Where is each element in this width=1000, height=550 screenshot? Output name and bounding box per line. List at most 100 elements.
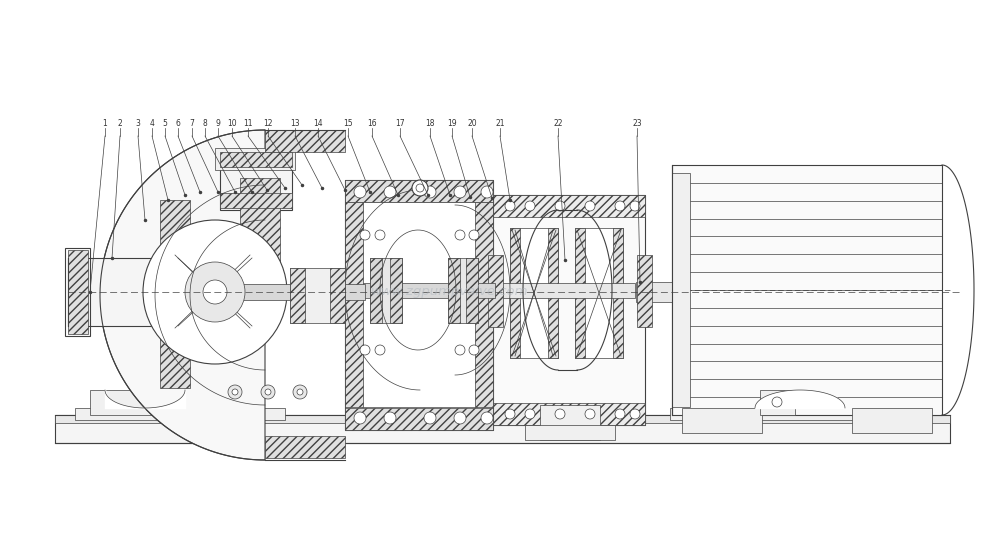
Bar [220,150,292,210]
Bar [490,195,645,425]
Circle shape [416,184,424,192]
Circle shape [454,186,466,198]
Text: 22: 22 [553,119,563,128]
Bar [240,278,280,313]
Circle shape [185,262,245,322]
Bar [475,202,493,407]
Text: 2: 2 [118,119,122,128]
Text: 10: 10 [227,119,237,128]
Circle shape [615,409,625,419]
Bar [450,398,540,415]
Bar [490,195,645,217]
Bar [490,283,635,298]
Bar [488,255,503,327]
Bar [362,202,477,407]
Circle shape [481,186,493,198]
Bar [345,180,493,430]
Circle shape [585,409,595,419]
Bar [466,258,478,323]
Bar [345,408,493,430]
Circle shape [454,412,466,424]
Bar [670,408,930,420]
Polygon shape [100,130,265,460]
Bar [75,408,285,420]
Bar [345,202,363,407]
Text: 19: 19 [447,119,457,128]
Circle shape [424,412,436,424]
Bar [160,200,190,260]
Bar [448,258,478,323]
Circle shape [505,201,515,211]
Bar [852,408,932,433]
Circle shape [384,186,396,198]
Circle shape [505,409,515,419]
Bar [290,268,305,323]
Circle shape [261,385,275,399]
Text: 8: 8 [203,119,207,128]
Bar [215,284,365,300]
Bar [548,228,558,358]
Circle shape [455,345,465,355]
Bar [55,415,950,423]
Text: 3: 3 [136,119,140,128]
Bar [448,258,460,323]
Circle shape [585,201,595,211]
Bar [637,255,652,327]
Circle shape [412,180,428,196]
Text: 20: 20 [467,119,477,128]
Circle shape [525,201,535,211]
Circle shape [455,230,465,240]
Bar [290,268,345,323]
Text: 23: 23 [632,119,642,128]
Bar [68,258,203,326]
Bar [370,258,382,323]
Text: www.zgpumpvalve.com: www.zgpumpvalve.com [371,285,529,299]
Circle shape [354,412,366,424]
Text: 1: 1 [103,119,107,128]
Circle shape [375,345,385,355]
Text: 15: 15 [343,119,353,128]
Bar [345,180,493,202]
Bar [240,178,280,313]
Bar [490,403,645,425]
Bar [760,390,795,415]
Circle shape [360,230,370,240]
Circle shape [469,345,479,355]
Circle shape [384,412,396,424]
Text: 4: 4 [150,119,154,128]
Circle shape [375,230,385,240]
Circle shape [481,412,493,424]
Bar [510,228,520,358]
Circle shape [630,201,640,211]
Circle shape [615,201,625,211]
Circle shape [772,397,782,407]
Text: 16: 16 [367,119,377,128]
Circle shape [265,389,271,395]
Text: 9: 9 [216,119,220,128]
Circle shape [555,409,565,419]
Bar [390,258,402,323]
Bar [90,390,165,415]
Bar [215,148,295,170]
Bar [160,328,190,388]
Bar [363,283,495,298]
Bar [265,436,345,458]
Bar [575,228,623,358]
Text: 7: 7 [190,119,194,128]
Circle shape [232,389,238,395]
Bar [636,282,672,302]
Bar [540,405,600,440]
Bar [220,152,292,167]
Circle shape [360,345,370,355]
Text: 18: 18 [425,119,435,128]
Bar [265,130,345,152]
Bar [613,228,623,358]
Bar [510,228,558,358]
Bar [682,408,762,433]
Bar [68,250,88,334]
Bar [575,228,585,358]
Bar [330,268,345,323]
Bar [220,193,292,208]
Text: 17: 17 [395,119,405,128]
Circle shape [525,409,535,419]
